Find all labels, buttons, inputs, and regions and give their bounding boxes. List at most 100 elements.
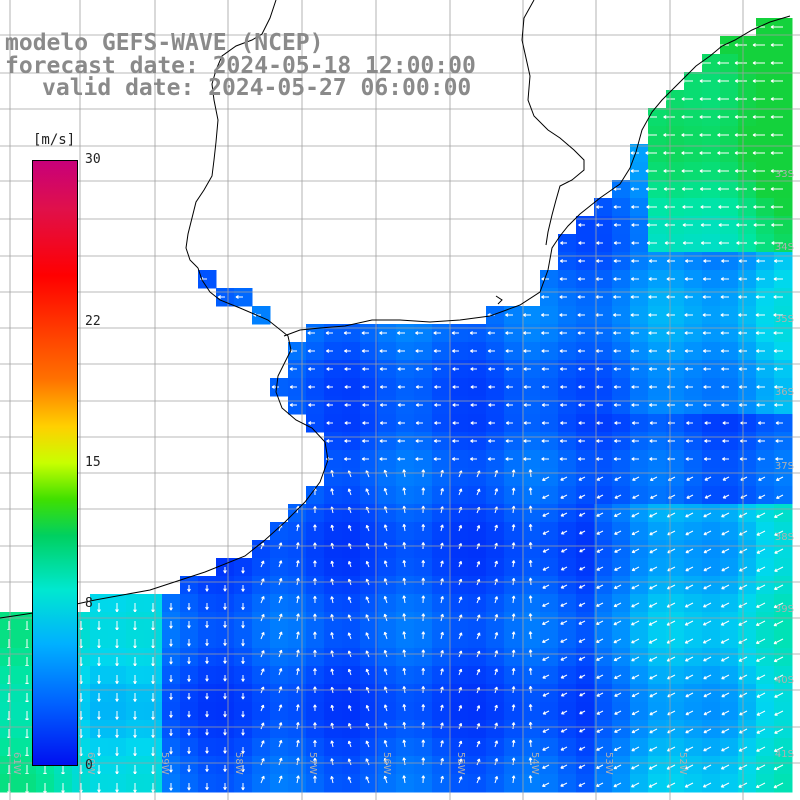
wind-cell xyxy=(396,504,415,523)
wind-arrow xyxy=(296,613,300,622)
wind-arrow xyxy=(542,692,550,697)
wind-cell xyxy=(594,774,613,793)
wind-arrow xyxy=(645,187,657,191)
wind-arrow xyxy=(579,548,586,553)
wind-arrow xyxy=(383,704,388,712)
wind-arrow xyxy=(278,613,283,622)
wind-arrow xyxy=(458,758,463,766)
wind-arrow xyxy=(440,722,444,730)
wind-arrow xyxy=(434,403,441,407)
wind-arrow xyxy=(440,469,444,478)
wind-cell xyxy=(702,270,721,289)
wind-arrow xyxy=(756,259,765,263)
wind-arrow xyxy=(631,602,640,608)
wind-cell xyxy=(270,774,289,793)
wind-cell xyxy=(468,468,487,487)
wind-cell xyxy=(450,504,469,523)
wind-arrow xyxy=(133,657,137,667)
wind-cell xyxy=(612,666,631,685)
wind-cell xyxy=(486,756,505,775)
wind-cell xyxy=(270,648,289,667)
wind-cell xyxy=(378,738,397,757)
wind-cell xyxy=(486,612,505,631)
wind-arrow xyxy=(241,675,245,682)
wind-arrow xyxy=(476,561,481,568)
wind-cell xyxy=(522,666,541,685)
wind-cell xyxy=(702,684,721,703)
wind-arrow xyxy=(613,313,621,317)
wind-cell xyxy=(486,468,505,487)
wind-cell xyxy=(774,144,793,163)
wind-cell xyxy=(324,702,343,721)
wind-arrow xyxy=(663,169,675,173)
latitude-label: 35S xyxy=(775,314,794,325)
wind-arrow xyxy=(631,223,639,227)
wind-arrow xyxy=(739,457,747,461)
wind-arrow xyxy=(313,560,317,568)
wind-arrow xyxy=(757,421,765,425)
wind-arrow xyxy=(296,631,300,640)
wind-arrow xyxy=(718,223,729,227)
wind-arrow xyxy=(505,331,513,335)
wind-arrow xyxy=(383,757,388,766)
wind-cell xyxy=(630,774,649,793)
wind-arrow xyxy=(720,313,729,317)
wind-arrow xyxy=(684,638,694,644)
wind-arrow xyxy=(115,657,119,667)
wind-arrow xyxy=(702,638,712,644)
wind-arrow xyxy=(721,746,730,752)
wind-arrow xyxy=(648,295,657,299)
wind-arrow xyxy=(205,621,209,629)
wind-arrow xyxy=(703,548,712,554)
wind-arrow xyxy=(681,79,693,83)
wind-cell xyxy=(594,414,613,433)
wind-arrow xyxy=(721,584,730,590)
wind-arrow xyxy=(560,241,567,245)
wind-cell xyxy=(558,612,577,631)
wind-arrow xyxy=(720,656,730,662)
wind-cell xyxy=(468,558,487,577)
wind-cell xyxy=(468,738,487,757)
wind-arrow xyxy=(494,758,499,766)
wind-cell xyxy=(270,378,289,397)
wind-cell xyxy=(684,522,703,541)
wind-cell xyxy=(414,576,433,595)
wind-cell xyxy=(756,630,775,649)
wind-cell xyxy=(666,288,685,307)
wind-cell xyxy=(720,558,739,577)
wind-cell xyxy=(558,360,577,379)
wind-cell xyxy=(540,306,559,325)
wind-arrow xyxy=(452,367,459,371)
wind-cell xyxy=(594,486,613,505)
wind-cell xyxy=(252,774,271,793)
wind-cell xyxy=(504,450,523,469)
wind-cell xyxy=(396,684,415,703)
wind-cell xyxy=(594,360,613,379)
wind-cell xyxy=(414,612,433,631)
wind-arrow xyxy=(646,241,657,245)
wind-cell xyxy=(486,522,505,541)
wind-cell xyxy=(252,756,271,775)
wind-arrow xyxy=(734,133,747,137)
wind-arrow xyxy=(541,476,550,481)
wind-cell xyxy=(648,414,667,433)
wind-arrow xyxy=(151,783,155,793)
wind-arrow xyxy=(505,457,513,461)
wind-cell xyxy=(288,540,307,559)
wind-arrow xyxy=(578,403,585,407)
wind-cell xyxy=(648,450,667,469)
wind-cell xyxy=(342,594,361,613)
wind-arrow xyxy=(578,385,585,389)
wind-cell xyxy=(630,306,649,325)
wind-cell xyxy=(702,738,721,757)
wind-cell xyxy=(324,666,343,685)
wind-cell xyxy=(378,756,397,775)
wind-cell xyxy=(540,288,559,307)
wind-cell xyxy=(378,558,397,577)
wind-cell xyxy=(306,558,325,577)
wind-arrow xyxy=(470,349,477,353)
wind-arrow xyxy=(595,764,604,769)
wind-arrow xyxy=(752,133,765,137)
wind-arrow xyxy=(681,187,693,191)
wind-arrow xyxy=(97,783,101,793)
